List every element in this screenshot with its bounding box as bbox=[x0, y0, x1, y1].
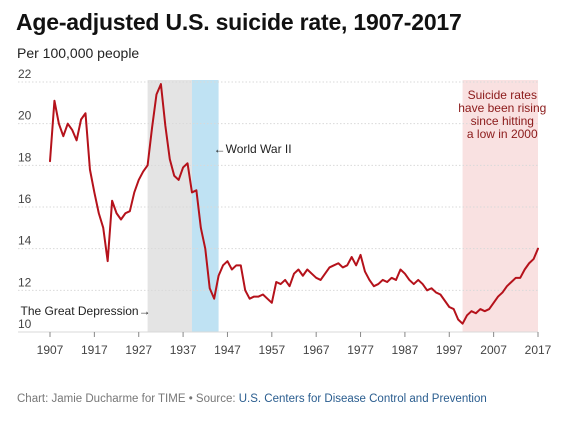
recent-rise-annotation-line: since hitting bbox=[471, 114, 534, 128]
great-depression-label: The Great Depression→ bbox=[21, 304, 151, 318]
y-tick-label: 16 bbox=[18, 192, 32, 206]
y-tick-label: 10 bbox=[18, 317, 32, 331]
recent-rise-annotation-line: a low in 2000 bbox=[467, 127, 538, 141]
y-tick-label: 12 bbox=[18, 275, 32, 289]
y-tick-label: 18 bbox=[18, 150, 32, 164]
x-tick-label: 1947 bbox=[214, 343, 241, 357]
x-tick-label: 1957 bbox=[258, 343, 285, 357]
suicide-rate-chart: 10 12 14 16 18 20 22 1907 1917 1927 1937 1947 1957 1… bbox=[18, 67, 552, 357]
x-tick-label: 1907 bbox=[37, 343, 64, 357]
x-tick-label: 1927 bbox=[125, 343, 152, 357]
x-tick-label: 1987 bbox=[392, 343, 419, 357]
footer-credit: Chart: Jamie Ducharme for TIME • Source: bbox=[17, 393, 239, 405]
world-war-2-label: ←World War II bbox=[214, 142, 292, 156]
x-tick-label: 1967 bbox=[303, 343, 330, 357]
chart-subtitle: Per 100,000 people bbox=[17, 45, 140, 61]
series-line-0 bbox=[49, 83, 539, 325]
x-tick-label: 1977 bbox=[347, 343, 374, 357]
recent-rise-annotation-line: Suicide rates bbox=[468, 88, 537, 102]
recent-rise-annotation-line: have been rising bbox=[458, 101, 546, 115]
x-tick-label: 1917 bbox=[81, 343, 108, 357]
x-tick-label: 2007 bbox=[480, 343, 507, 357]
x-tick-label: 1937 bbox=[170, 343, 197, 357]
chart-title: Age-adjusted U.S. suicide rate, 1907-201… bbox=[16, 9, 462, 35]
x-tick-label: 1997 bbox=[436, 343, 463, 357]
chart-footer: Chart: Jamie Ducharme for TIME • Source:… bbox=[17, 393, 487, 405]
y-tick-label: 22 bbox=[18, 67, 32, 81]
shade-recent-rise bbox=[462, 80, 538, 332]
footer-source-link[interactable]: U.S. Centers for Disease Control and Pre… bbox=[238, 393, 487, 405]
y-tick-label: 20 bbox=[18, 109, 32, 123]
y-tick-label: 14 bbox=[18, 234, 32, 248]
x-tick-label: 2017 bbox=[525, 343, 552, 357]
